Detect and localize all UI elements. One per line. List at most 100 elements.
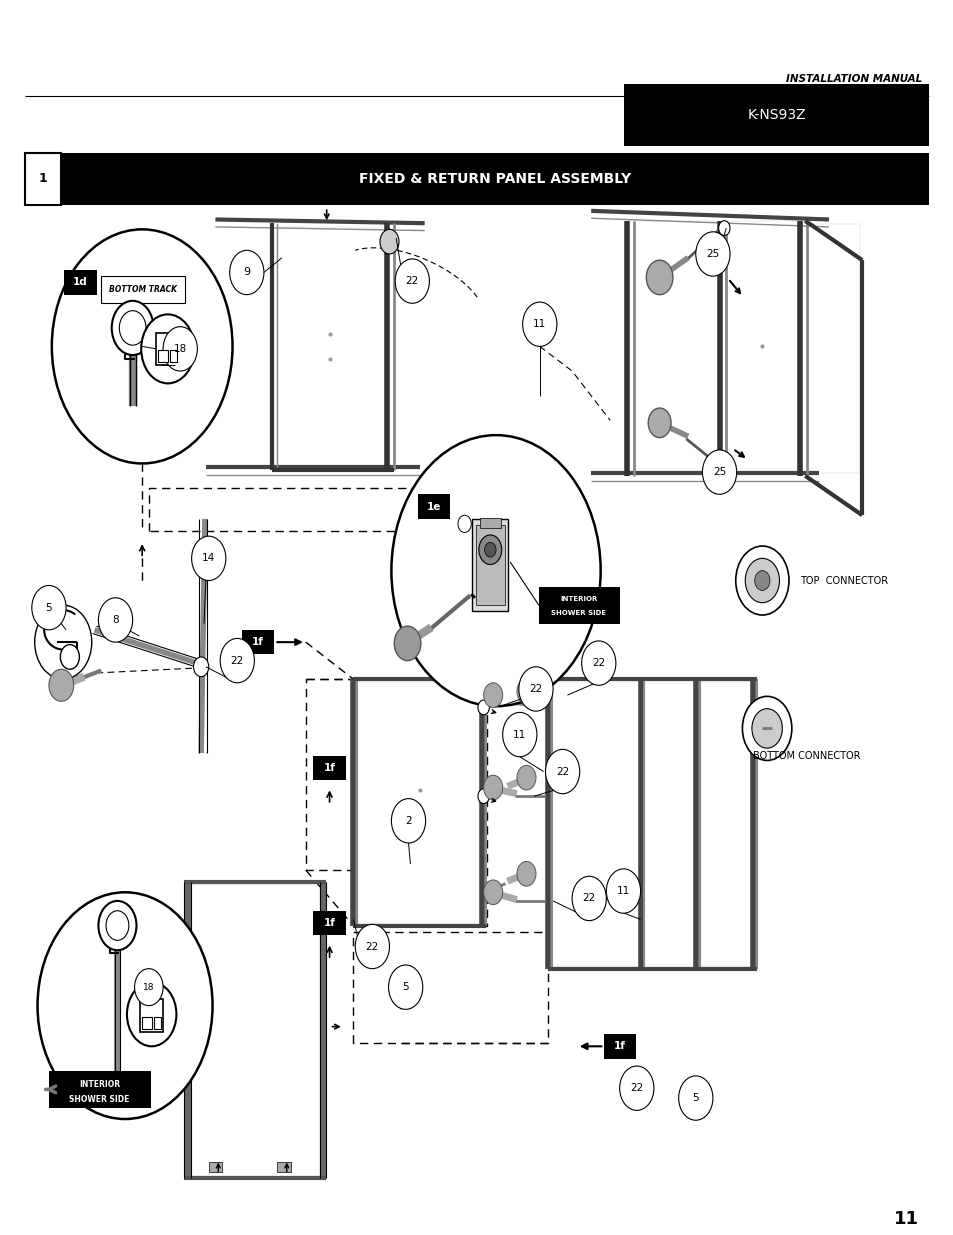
Bar [476, 525, 504, 605]
Circle shape [112, 301, 153, 354]
Text: BOTTOM TRACK: BOTTOM TRACK [109, 285, 177, 294]
Text: 22: 22 [405, 277, 418, 287]
Text: 22: 22 [556, 767, 569, 777]
Circle shape [735, 546, 788, 615]
Bar [170, 350, 177, 362]
Circle shape [388, 965, 422, 1009]
Circle shape [572, 877, 606, 920]
Text: K-NS93Z: K-NS93Z [746, 107, 805, 122]
Bar [552, 682, 639, 966]
Circle shape [60, 645, 79, 669]
Circle shape [119, 311, 146, 345]
Circle shape [517, 679, 536, 704]
Circle shape [701, 450, 736, 494]
Text: SHOWER SIDE: SHOWER SIDE [70, 1094, 130, 1104]
Circle shape [754, 571, 769, 590]
Circle shape [502, 713, 537, 757]
Text: 25: 25 [712, 467, 725, 477]
Circle shape [395, 259, 429, 304]
Circle shape [98, 900, 136, 950]
Text: 5: 5 [692, 1093, 699, 1103]
Bar [807, 225, 860, 473]
Circle shape [163, 327, 197, 370]
Text: INTERIOR: INTERIOR [79, 1081, 120, 1089]
Bar [158, 350, 168, 362]
Bar [153, 1016, 161, 1029]
Circle shape [545, 750, 579, 794]
Text: 1d: 1d [72, 278, 88, 288]
Bar [634, 221, 717, 473]
Text: 1f: 1f [323, 763, 335, 773]
Bar [209, 1162, 222, 1172]
Circle shape [741, 697, 791, 761]
Bar [314, 910, 345, 935]
Circle shape [394, 626, 420, 661]
Circle shape [695, 232, 729, 277]
Bar [61, 153, 928, 205]
Text: 22: 22 [529, 684, 542, 694]
Circle shape [477, 789, 489, 804]
Circle shape [483, 881, 502, 904]
Bar [314, 756, 345, 781]
Circle shape [619, 1066, 653, 1110]
Text: 18: 18 [143, 983, 154, 992]
Bar [472, 519, 508, 611]
Circle shape [141, 315, 194, 383]
Circle shape [31, 585, 66, 630]
Text: BOTTOM CONNECTOR: BOTTOM CONNECTOR [752, 751, 860, 761]
Circle shape [391, 799, 425, 844]
Circle shape [51, 230, 233, 463]
Bar [140, 999, 163, 1031]
Text: 22: 22 [231, 656, 244, 666]
Circle shape [98, 598, 132, 642]
Circle shape [518, 667, 553, 711]
Text: TOP  CONNECTOR: TOP CONNECTOR [800, 576, 887, 585]
Circle shape [483, 683, 502, 708]
Circle shape [751, 709, 781, 748]
Bar [479, 517, 500, 527]
Bar [538, 587, 619, 624]
Text: 14: 14 [202, 553, 215, 563]
Circle shape [645, 261, 672, 295]
Circle shape [744, 558, 779, 603]
Circle shape [49, 669, 73, 701]
Text: FIXED & RETURN PANEL ASSEMBLY: FIXED & RETURN PANEL ASSEMBLY [358, 172, 631, 185]
Bar [142, 1016, 152, 1029]
Circle shape [106, 910, 129, 940]
Text: 11: 11 [893, 1210, 919, 1228]
Bar [242, 630, 274, 655]
Text: 11: 11 [617, 885, 629, 897]
Bar [725, 221, 798, 473]
Circle shape [477, 700, 489, 715]
Bar [101, 277, 185, 304]
Circle shape [192, 536, 226, 580]
Text: 9: 9 [243, 268, 250, 278]
Circle shape [193, 657, 209, 677]
Circle shape [379, 230, 398, 254]
Text: INSTALLATION MANUAL: INSTALLATION MANUAL [785, 74, 922, 84]
Text: 1: 1 [39, 173, 48, 185]
Circle shape [37, 892, 213, 1119]
Text: 22: 22 [582, 893, 596, 904]
Text: 11: 11 [513, 730, 526, 740]
Circle shape [606, 869, 639, 913]
Text: 5: 5 [402, 982, 409, 992]
Bar [277, 227, 384, 466]
Text: 1f: 1f [323, 918, 335, 927]
Bar [49, 1071, 151, 1108]
Bar [417, 494, 450, 519]
Text: 1e: 1e [427, 501, 441, 511]
Bar [25, 153, 61, 205]
Text: 22: 22 [365, 941, 378, 951]
Bar [624, 84, 928, 146]
Circle shape [517, 766, 536, 790]
Bar [603, 1034, 636, 1058]
Text: 25: 25 [705, 249, 719, 259]
Bar [277, 1162, 291, 1172]
Bar [64, 270, 96, 295]
Text: 1f: 1f [252, 637, 264, 647]
Text: 22: 22 [592, 658, 605, 668]
Text: SHOWER SIDE: SHOWER SIDE [551, 610, 606, 615]
Circle shape [678, 1076, 712, 1120]
Circle shape [483, 776, 502, 800]
